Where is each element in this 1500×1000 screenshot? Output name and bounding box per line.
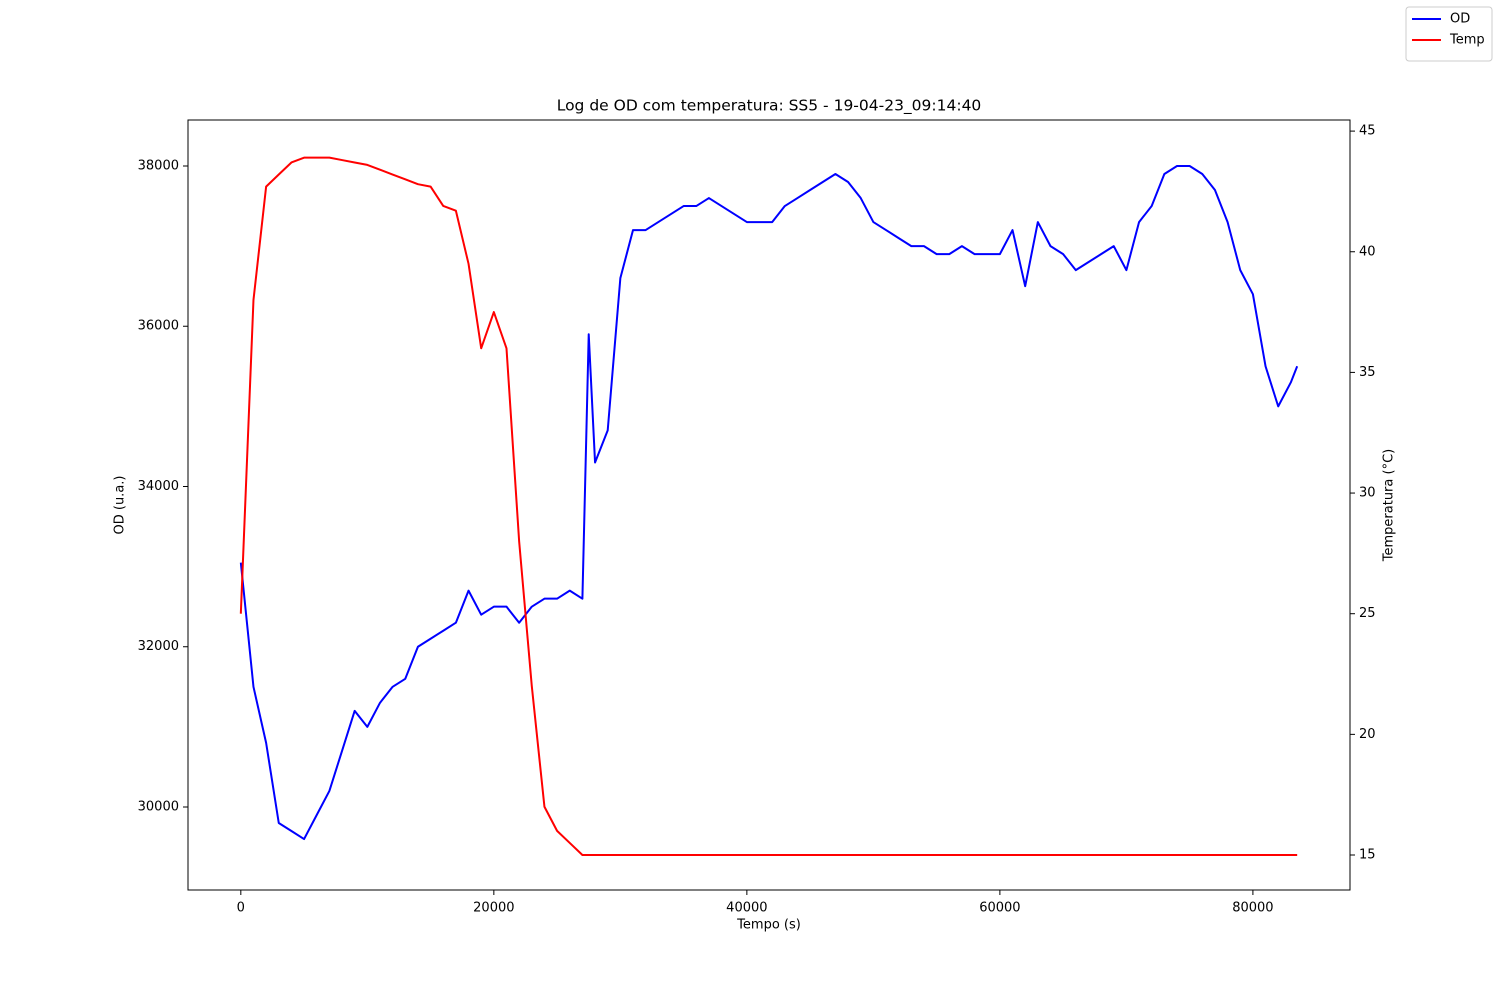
y-tick-label: 30000 bbox=[138, 799, 179, 814]
y2-tick-label: 25 bbox=[1359, 606, 1376, 621]
y2-tick-label: 35 bbox=[1359, 365, 1376, 380]
x-tick-label: 60000 bbox=[979, 901, 1020, 916]
y-tick-label: 36000 bbox=[138, 319, 179, 334]
y-tick-label: 34000 bbox=[138, 479, 179, 494]
x-tick-label: 80000 bbox=[1232, 901, 1273, 916]
y-tick-label: 38000 bbox=[138, 158, 179, 173]
x-tick-label: 40000 bbox=[726, 901, 767, 916]
legend-box bbox=[1405, 6, 1493, 62]
legend-label: OD bbox=[1450, 12, 1470, 27]
y2-tick-label: 15 bbox=[1359, 848, 1376, 863]
y2-tick-label: 30 bbox=[1359, 486, 1376, 501]
y-tick-label: 32000 bbox=[138, 639, 179, 654]
x-axis-label: Tempo (s) bbox=[736, 918, 801, 933]
y2-tick-label: 20 bbox=[1359, 727, 1376, 742]
y-axis-label: OD (u.a.) bbox=[113, 476, 128, 535]
series-line bbox=[239, 156, 1298, 857]
y2-tick-label: 45 bbox=[1359, 124, 1376, 139]
legend-label: Temp bbox=[1449, 33, 1485, 48]
y2-tick-label: 40 bbox=[1359, 244, 1376, 259]
series-line bbox=[239, 164, 1299, 841]
x-tick-label: 20000 bbox=[473, 901, 514, 916]
y2-axis-label: Temperatura (°C) bbox=[1382, 449, 1397, 562]
chart-title: Log de OD com temperatura: SS5 - 19-04-2… bbox=[557, 97, 982, 116]
plot-frame bbox=[187, 119, 1351, 891]
x-tick-label: 0 bbox=[237, 901, 245, 916]
